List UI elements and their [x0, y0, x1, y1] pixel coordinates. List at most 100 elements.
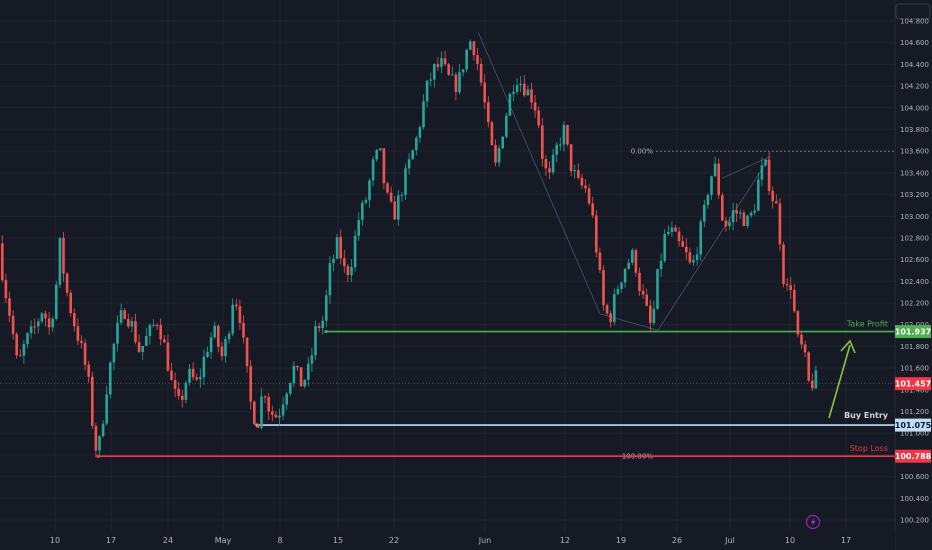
candle-body: [595, 215, 598, 253]
candle-body: [62, 237, 65, 274]
candle-body: [8, 298, 11, 316]
candle-body: [411, 150, 414, 160]
candle-body: [134, 321, 137, 343]
candle-body: [778, 203, 782, 245]
candle-body: [728, 222, 731, 227]
stop-loss-badge: [895, 449, 931, 463]
candle-body: [191, 368, 195, 378]
stop-loss-anchor: [96, 454, 100, 458]
candle-body: [267, 397, 270, 412]
candle-body: [688, 252, 692, 263]
candle-body: [105, 394, 108, 424]
candle-body: [353, 235, 357, 268]
price-tick-label: 101.600: [900, 365, 929, 373]
candle-body: [749, 212, 753, 216]
candle-body: [742, 212, 746, 227]
candle-body: [703, 204, 706, 222]
stop-loss-label: Stop Loss: [850, 444, 888, 453]
price-tick-label: 101.800: [900, 343, 929, 351]
candle-body: [263, 396, 267, 398]
candle-body: [292, 365, 296, 384]
price-tick-label: 104.600: [900, 39, 929, 47]
candle-body: [152, 325, 155, 327]
time-tick-label: 15: [333, 536, 343, 545]
candle-body: [429, 79, 432, 81]
candle-body: [580, 177, 584, 186]
candle-body: [314, 326, 317, 356]
candle-body: [339, 237, 342, 259]
candle-body: [613, 294, 616, 322]
candle-body: [796, 311, 800, 335]
time-tick-label: 12: [560, 536, 570, 545]
candle-body: [440, 58, 443, 67]
candle-body: [116, 322, 119, 344]
candle-body: [188, 368, 191, 383]
time-tick-label: 19: [616, 536, 626, 545]
candle-body: [375, 150, 378, 160]
candle-body: [569, 144, 573, 172]
candle-body: [335, 237, 339, 259]
lightning-icon[interactable]: [805, 514, 821, 530]
candle-body: [285, 393, 288, 405]
price-tick-label: 104.800: [900, 18, 929, 26]
candle-body: [692, 260, 695, 263]
candle-body: [217, 325, 220, 347]
candle-body: [112, 343, 116, 363]
candle-body: [555, 144, 558, 155]
candle-body: [379, 148, 382, 151]
candle-body: [584, 185, 587, 189]
candle-body: [127, 318, 130, 327]
candle-body: [303, 379, 306, 387]
price-tick-label: 101.400: [900, 386, 929, 394]
candle-body: [559, 144, 562, 146]
candle-body: [155, 325, 159, 327]
candle-body: [307, 363, 310, 380]
candle-body: [645, 294, 648, 306]
candle-body: [469, 41, 472, 50]
candle-body: [368, 180, 371, 201]
candle-body: [505, 115, 508, 137]
candle-body: [310, 355, 314, 364]
candle-body: [566, 125, 569, 145]
candle-body: [443, 58, 447, 65]
candle-body: [753, 210, 756, 213]
time-tick-label: 17: [106, 536, 116, 545]
candle-body: [119, 310, 123, 323]
candle-body: [541, 125, 544, 160]
price-tick-label: 104.000: [900, 104, 929, 112]
fib-label-top: 0.00%: [631, 148, 654, 156]
candle-body: [220, 346, 224, 357]
candle-body: [58, 237, 62, 285]
candle-body: [242, 322, 245, 338]
candle-body: [65, 273, 69, 293]
candle-body: [674, 227, 677, 232]
axis-settings-button[interactable]: [895, 3, 931, 20]
candle-body: [465, 49, 468, 70]
take-profit-label: Take Profit: [846, 320, 888, 329]
candle-body: [382, 148, 386, 184]
price-tick-label: 103.400: [900, 169, 929, 177]
candle-body: [37, 321, 40, 327]
candle-body: [800, 334, 803, 345]
take-profit-badge: [895, 325, 931, 339]
pattern-lines: [477, 31, 771, 331]
time-axis-panel[interactable]: [0, 531, 895, 550]
candle-body: [274, 414, 278, 418]
candle-body: [83, 343, 87, 365]
candle-body: [109, 362, 112, 395]
candle-body: [656, 269, 659, 309]
candle-body: [483, 82, 486, 103]
candle-body: [627, 262, 630, 269]
candle-body: [775, 201, 778, 204]
candle-body: [328, 263, 332, 296]
time-tick-label: 26: [672, 536, 682, 545]
candle-body: [206, 352, 209, 357]
take-profit-anchor: [324, 329, 328, 334]
price-levels[interactable]: [0, 329, 895, 458]
candle-body: [458, 72, 461, 93]
candle-body: [249, 366, 252, 402]
candle-body: [454, 74, 458, 93]
candle-body: [163, 339, 166, 343]
price-tick-label: 101.200: [900, 408, 929, 416]
